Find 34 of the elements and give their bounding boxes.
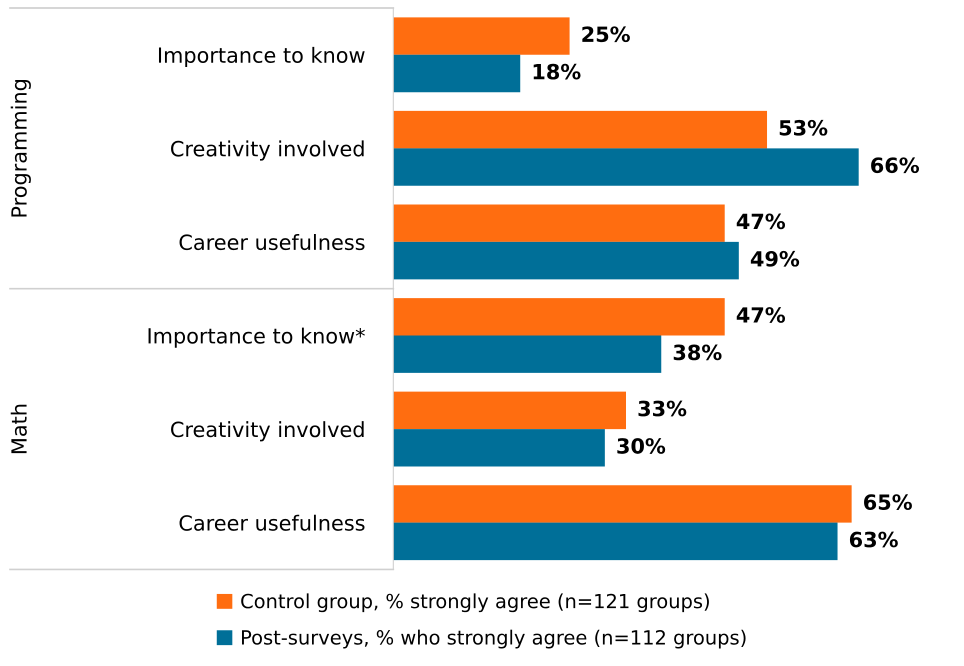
- y-tick-label: Importance to know: [158, 46, 365, 68]
- bar: [393, 522, 838, 560]
- data-label: 30%: [617, 438, 666, 454]
- bar: [393, 148, 859, 186]
- data-label: 18%: [534, 64, 581, 80]
- y-tick-label: Creativity involved: [171, 421, 364, 442]
- bar: [393, 17, 570, 55]
- y-tick-label: Career usefulness: [180, 514, 365, 531]
- legend-label: Control group, % strongly agree (n=121 groups): [241, 593, 709, 612]
- legend-label: Post-surveys, % who strongly agree (n=112 groups): [242, 630, 746, 648]
- bar: [393, 298, 725, 336]
- bar: [393, 110, 768, 148]
- bar: [393, 336, 662, 373]
- data-label: 49%: [750, 250, 800, 267]
- data-label: 33%: [638, 400, 686, 416]
- text: Math: [10, 404, 27, 454]
- text: Programming: [10, 80, 31, 217]
- y-tick-label: Importance to know*: [148, 328, 365, 348]
- bar: [393, 485, 852, 523]
- y-tick-label: Creativity involved: [171, 140, 364, 161]
- bar: [393, 242, 739, 280]
- bar: [393, 429, 605, 466]
- data-label: 47%: [736, 307, 786, 323]
- data-label: 38%: [674, 344, 722, 360]
- y-tick-label: Career usefulness: [180, 234, 365, 250]
- data-label: 53%: [780, 120, 828, 136]
- data-label: 47%: [736, 213, 786, 230]
- bar: [393, 54, 520, 92]
- data-label: 63%: [850, 532, 898, 548]
- bar: [393, 392, 626, 430]
- data-label: 66%: [871, 157, 920, 174]
- bar: [393, 204, 725, 242]
- data-label: 65%: [864, 494, 912, 510]
- data-label: 25%: [582, 26, 630, 42]
